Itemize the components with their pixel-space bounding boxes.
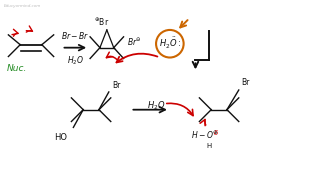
Text: $Br^{\ominus}$: $Br^{\ominus}$ <box>127 37 142 48</box>
Text: Br: Br <box>112 81 120 90</box>
Text: H: H <box>207 143 212 149</box>
Text: Educyormind.com: Educyormind.com <box>4 4 41 8</box>
Text: $Br-Br$: $Br-Br$ <box>61 30 90 41</box>
Text: $H_2\ddot{O}:$: $H_2\ddot{O}:$ <box>159 36 181 51</box>
Text: $^{\oplus}$Br: $^{\oplus}$Br <box>94 17 109 28</box>
Text: Br: Br <box>242 78 250 87</box>
Text: Nuc.: Nuc. <box>6 64 27 73</box>
Text: $H_2O$: $H_2O$ <box>147 100 165 112</box>
Text: $H_2O$: $H_2O$ <box>67 55 84 67</box>
Text: HO: HO <box>54 133 67 142</box>
Text: $H-O^{\oplus}$: $H-O^{\oplus}$ <box>191 129 219 141</box>
Text: $\delta$: $\delta$ <box>213 128 219 137</box>
